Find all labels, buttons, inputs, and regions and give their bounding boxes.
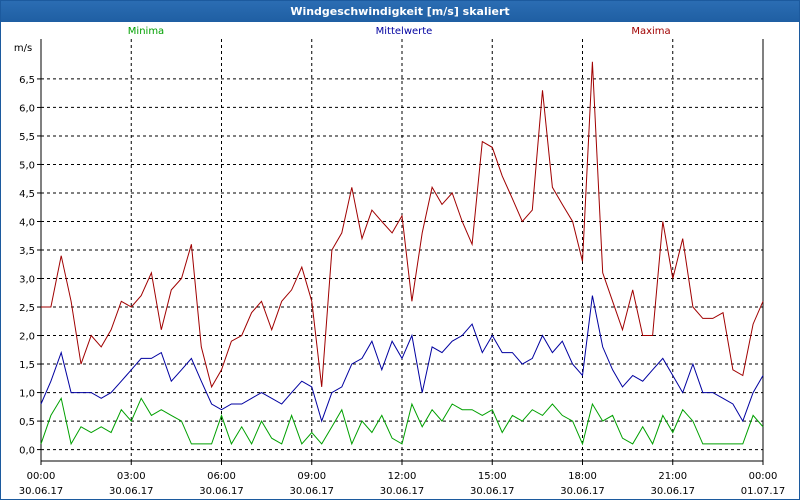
y-axis-label: m/s [14,43,32,54]
legend: Minima Mittelwerte Maxima [128,26,671,37]
x-tick-date: 30.06.17 [560,486,605,497]
x-tick-date: 01.07.17 [741,486,786,497]
y-tick-label: 4,0 [19,217,35,228]
x-tick-time: 00:00 [27,471,56,482]
x-tick-time: 03:00 [117,471,146,482]
y-tick-label: 1,5 [19,360,35,371]
x-tick-time: 00:00 [749,471,778,482]
x-tick-time: 21:00 [658,471,687,482]
y-tick-label: 1,0 [19,389,35,400]
x-tick-date: 30.06.17 [289,486,334,497]
series [40,61,764,446]
grid [41,39,763,461]
y-tick-label: 5,0 [19,160,35,171]
x-tick-date: 30.06.17 [380,486,425,497]
y-tick-label: 2,0 [19,332,35,343]
x-tick-date: 30.06.17 [19,486,64,497]
y-tick-label: 6,0 [19,103,35,114]
series-line-maxima [41,61,764,389]
x-tick-time: 09:00 [297,471,326,482]
x-tick-time: 18:00 [568,471,597,482]
y-tick-label: 3,5 [19,246,35,257]
axes: 0,0 0,5 1,0 1,5 2,0 2,5 3,0 3,5 4,0 4,5 5,0 5,5 6,0 6… [14,39,785,497]
x-tick-time: 12:00 [388,471,417,482]
series-line-mittelwerte [40,295,764,423]
legend-mittelwerte: Mittelwerte [376,26,433,37]
x-tick-date: 30.06.17 [470,486,515,497]
series-line-minima [40,396,764,446]
y-tick-label: 5,5 [19,132,35,143]
y-tick-label: 2,5 [19,303,35,314]
y-tick-label: 4,5 [19,189,35,200]
x-tick-time: 06:00 [207,471,236,482]
x-tick-date: 30.06.17 [109,486,154,497]
y-tick-label: 6,5 [19,75,35,86]
x-tick-date: 30.06.17 [650,486,695,497]
window-title: Windgeschwindigkeit [m/s] skaliert [1,1,799,22]
y-tick-label: 3,0 [19,275,35,286]
legend-maxima: Maxima [631,26,670,37]
y-tick-label: 0,0 [19,446,35,457]
y-tick-label: 0,5 [19,417,35,428]
x-tick-date: 30.06.17 [199,486,244,497]
legend-minima: Minima [128,26,164,37]
x-tick-time: 15:00 [478,471,507,482]
